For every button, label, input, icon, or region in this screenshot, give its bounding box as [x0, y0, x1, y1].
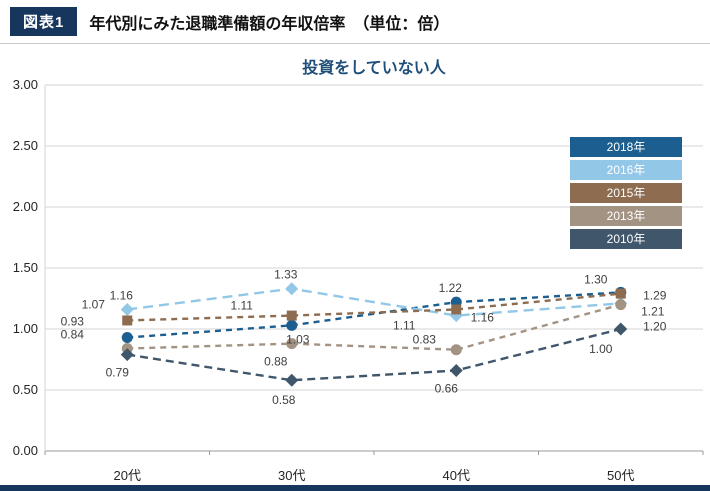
series-markers-2015 — [122, 288, 626, 326]
series-line-2016 — [127, 287, 621, 317]
series-line-2013 — [127, 303, 622, 351]
chart-legend: 2018年 2016年 2015年 2013年 2010年 — [570, 137, 682, 249]
data-label: 1.21 — [641, 304, 665, 318]
data-label: 1.07 — [82, 297, 106, 311]
x-axis-label: 30代 — [278, 468, 305, 483]
data-label: 0.58 — [272, 393, 296, 407]
data-label: 1.00 — [589, 342, 613, 356]
series-line-2010 — [127, 327, 622, 382]
data-point — [615, 288, 626, 299]
data-point — [120, 302, 134, 316]
legend-item-2010: 2010年 — [570, 229, 682, 249]
series-path — [127, 291, 621, 339]
series-path — [127, 287, 621, 317]
gridlines — [44, 84, 703, 452]
data-label: 0.79 — [106, 366, 130, 380]
figure-badge: 図表1 — [10, 7, 78, 36]
chart-title: 投資をしていない人 — [302, 60, 446, 77]
y-axis-label: 0.50 — [13, 382, 38, 397]
series-path — [127, 327, 622, 382]
data-label: 1.11 — [231, 299, 254, 313]
data-label: 0.88 — [264, 355, 288, 369]
data-label: 1.22 — [439, 281, 463, 295]
data-label: 1.20 — [643, 320, 667, 334]
y-axis-label: 2.00 — [13, 199, 38, 214]
data-label: 0.66 — [435, 381, 459, 395]
y-axis-label: 3.00 — [13, 77, 38, 92]
series-markers-2010 — [120, 322, 628, 387]
series-markers-2018 — [121, 286, 627, 344]
data-label: 1.03 — [286, 332, 310, 346]
data-point — [449, 363, 463, 377]
series-path — [127, 303, 622, 351]
y-axis-label: 1.00 — [13, 321, 38, 336]
legend-item-2018: 2018年 — [570, 137, 682, 157]
legend-item-2013: 2013年 — [570, 206, 682, 226]
data-point — [450, 344, 462, 356]
data-point — [615, 299, 627, 311]
data-point — [286, 338, 298, 350]
series-line-2015 — [127, 292, 621, 322]
legend-item-2016: 2016年 — [570, 160, 682, 180]
x-axis-label: 40代 — [443, 468, 470, 483]
data-point — [286, 319, 298, 331]
y-axis-label: 2.50 — [13, 138, 38, 153]
data-label: 1.33 — [274, 268, 298, 282]
series-line-2018 — [127, 291, 621, 339]
series-labels-2016: 1.16 1.33 1.11 1.21 — [110, 268, 665, 333]
data-label: 1.30 — [584, 272, 608, 286]
x-axis-labels: 20代 30代 40代 50代 — [114, 468, 635, 483]
bottom-accent-bar — [0, 485, 710, 491]
x-axis-ticks — [44, 451, 704, 455]
y-axis-labels: 0.00 0.50 1.00 1.50 2.00 2.50 3.00 — [13, 77, 38, 458]
data-label: 0.93 — [61, 315, 85, 329]
y-axis-label: 1.50 — [13, 260, 38, 275]
data-point — [121, 332, 133, 344]
series-labels-2018: 0.93 1.03 1.22 1.30 — [61, 272, 608, 346]
data-label: 1.16 — [471, 310, 495, 324]
data-point — [122, 315, 133, 326]
x-axis-label: 20代 — [114, 468, 141, 483]
data-label: 0.84 — [61, 328, 85, 342]
data-point — [120, 348, 134, 362]
y-axis-label: 0.00 — [13, 443, 38, 458]
figure-title: 年代別にみた退職準備額の年収倍率 （単位：倍） — [89, 15, 450, 33]
data-label: 1.29 — [643, 289, 667, 303]
legend-item-2015: 2015年 — [570, 183, 682, 203]
data-point — [286, 310, 297, 321]
data-label: 1.11 — [393, 319, 416, 333]
x-axis-label: 50代 — [607, 468, 634, 483]
data-point — [451, 304, 462, 315]
series-labels-2010: 0.79 0.58 0.66 1.00 — [106, 342, 613, 407]
data-point — [285, 282, 299, 296]
data-point — [614, 322, 628, 336]
data-label: 1.16 — [110, 288, 134, 302]
data-label: 0.83 — [413, 333, 437, 347]
series-labels-2015: 1.07 1.11 1.16 1.29 — [82, 289, 667, 325]
data-point — [285, 373, 299, 387]
series-labels-2013: 0.84 0.88 0.83 1.20 — [61, 320, 667, 369]
figure-header: 図表1 年代別にみた退職準備額の年収倍率 （単位：倍） — [0, 0, 710, 44]
series-path — [127, 292, 621, 322]
